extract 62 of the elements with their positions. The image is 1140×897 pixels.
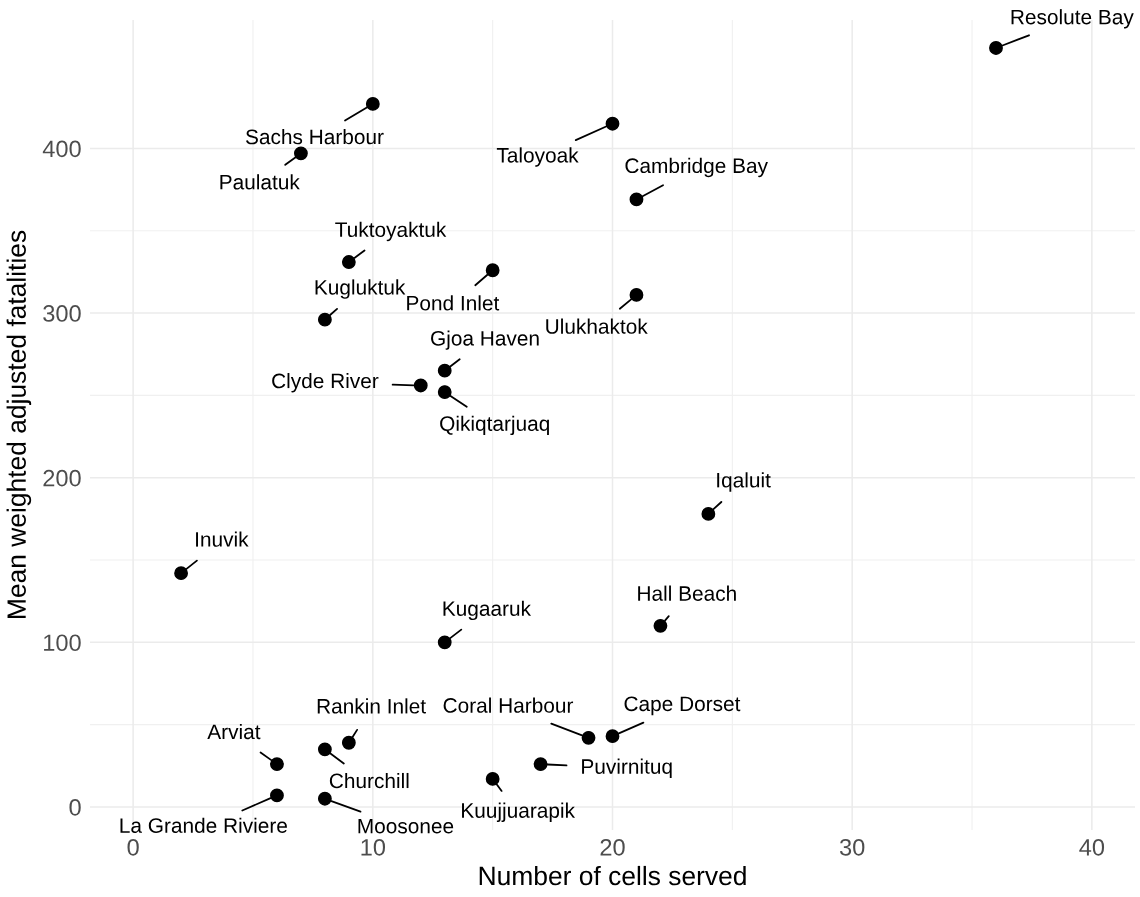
x-tick-label: 20 (600, 838, 625, 856)
point (294, 146, 308, 161)
annotation: Kugaaruk (443, 600, 532, 621)
y-tick-label: 200 (43, 469, 81, 487)
y-axis-title: Mean weighted adjusted fatalities (6, 230, 32, 618)
annotation: Arviat (207, 723, 261, 740)
point (437, 635, 452, 650)
x-axis-title: Number of cells served (479, 865, 746, 886)
point (605, 116, 620, 131)
annotation: Inuvik (196, 531, 249, 547)
point (270, 757, 284, 772)
point (413, 378, 428, 393)
point (605, 729, 620, 744)
annotation: Gjoa Haven (431, 330, 539, 350)
annotation: Puvirnituq (582, 758, 672, 779)
point (317, 742, 332, 757)
annotation: Rankin Inlet (317, 698, 426, 714)
point (270, 788, 284, 803)
annotation: Taloyoak (496, 147, 579, 167)
point (485, 772, 500, 786)
point (437, 385, 452, 399)
annotation: Ulukhaktok (546, 318, 648, 334)
annotation: Clyde River (272, 373, 379, 393)
annotation: Paulatuk (220, 174, 300, 190)
point (365, 97, 380, 111)
y-tick-label: 100 (44, 634, 81, 652)
point (629, 288, 644, 302)
annotation: Iqaluit (717, 472, 771, 492)
y-tick-label: 300 (43, 305, 81, 322)
point (653, 618, 668, 633)
x-tick-label: 30 (839, 838, 865, 856)
point (341, 255, 356, 269)
point (437, 363, 452, 378)
x-tick-label: 10 (361, 838, 386, 856)
annotation: Kugluktuk (315, 279, 406, 299)
annotation: La Grande Riviere (120, 817, 287, 833)
annotation: Churchill (329, 772, 409, 789)
point (341, 735, 356, 750)
point (629, 192, 644, 207)
point (485, 263, 500, 278)
point (533, 757, 548, 772)
x-tick-label: 0 (127, 838, 139, 856)
annotation: Kuujjuarapik (462, 802, 576, 823)
annotation: Sachs Harbour (245, 128, 384, 145)
point (317, 791, 332, 806)
point (701, 506, 716, 521)
annotation: Cambridge Bay (625, 157, 768, 178)
annotation: Qikiqtarjuaq (440, 415, 549, 436)
annotation: Cape Dorset (624, 696, 741, 716)
annotation: Coral Harbour (443, 697, 574, 713)
y-tick-label: 400 (42, 140, 81, 158)
point (174, 566, 188, 581)
annotation: Moosonee (358, 818, 454, 834)
annotation: Tuktoyaktuk (335, 221, 447, 242)
y-tick-label: 0 (69, 799, 81, 816)
annotation: Pond Inlet (407, 295, 500, 311)
point (317, 312, 332, 327)
x-tick-label: 40 (1079, 838, 1105, 856)
annotation: Resolute Bay (1011, 9, 1134, 29)
point (989, 41, 1003, 55)
annotation: Hall Beach (638, 585, 736, 601)
point (581, 730, 596, 745)
